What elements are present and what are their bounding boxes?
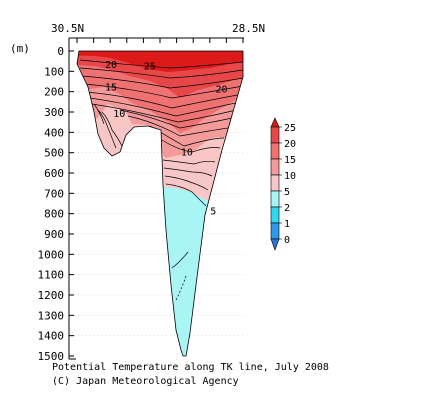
depth-tick-label: 1100: [38, 269, 65, 282]
depth-tick-label: 700: [44, 187, 64, 200]
contour-label: 10: [181, 148, 193, 159]
depth-tick-label: 400: [44, 126, 64, 139]
depth-tick-label: 200: [44, 86, 64, 99]
contour-line: [119, 109, 233, 129]
contour-label: 25: [144, 61, 156, 72]
depth-tick-label: 100: [44, 65, 64, 78]
contour-label: 10: [113, 109, 125, 120]
colorbar-level-label: 0: [284, 235, 290, 246]
contour-line: [79, 67, 243, 79]
band-25-plus: [77, 51, 243, 72]
credit-line: (C) Japan Meteorological Agency: [52, 376, 239, 387]
colorbar-level-label: 10: [284, 171, 296, 182]
depth-tick-label: 500: [44, 147, 64, 160]
contour-line: [163, 167, 213, 177]
depth-tick-label: 600: [44, 167, 64, 180]
depth-tick-label: 300: [44, 106, 64, 119]
contour-line: [161, 139, 221, 153]
colorbar-level-label: 15: [284, 155, 296, 166]
colorbar-level-label: 1: [284, 219, 290, 230]
depth-tick-label: 900: [44, 228, 64, 241]
contour-line: [175, 275, 187, 301]
contour-line: [89, 97, 241, 117]
colorbar-level-label: 5: [284, 187, 290, 198]
contour-label: 20: [105, 60, 117, 71]
colorbar-level-label: 20: [284, 139, 296, 150]
colorbar-segment: [270, 142, 280, 160]
contour-line: [97, 109, 117, 149]
contour-line: [164, 175, 209, 191]
contour-line: [93, 103, 105, 125]
contour-line: [162, 159, 216, 165]
depth-tick-labels: 0 100 200 300 400 500 600 700 800 900 1000 1100 1200…: [38, 45, 65, 363]
x-left-label: 30.5N: [51, 22, 84, 35]
colorbar-segment: [270, 190, 280, 208]
contour-label: 15: [105, 83, 117, 94]
contour-label: 20: [216, 85, 228, 96]
depth-tick-label: 1300: [38, 309, 65, 322]
depth-tick-label: 1200: [38, 289, 65, 302]
contour-line: [85, 91, 243, 109]
colorbar-segment: [270, 158, 280, 176]
colorbar-segment: [270, 222, 280, 240]
colorbar-top-arrow: [270, 117, 280, 128]
colorbar-segment: [270, 126, 280, 144]
contour-line: [83, 83, 243, 99]
depth-tick-label: 1500: [38, 350, 65, 363]
depth-tick-label: 0: [57, 45, 64, 58]
chart-title: Potential Temperature along TK line, Jul…: [52, 362, 329, 373]
contour-label: 5: [210, 207, 216, 218]
colorbar-bottom-arrow: [270, 238, 280, 251]
contour-line: [165, 183, 207, 207]
y-unit-label: (m): [10, 42, 30, 55]
x-right-label: 28.5N: [232, 22, 265, 35]
contour-lines: [79, 59, 243, 301]
contour-line: [171, 251, 189, 269]
contour-line: [79, 59, 243, 69]
colorbar-level-label: 25: [284, 123, 296, 134]
colorbar-segment: [270, 206, 280, 224]
colorbar-segment: [270, 174, 280, 192]
contour-value-labels: 25 20 20 15 10 10 5: [105, 60, 228, 218]
colorbar-level-label: 2: [284, 203, 290, 214]
top-axis-ticks: [76, 38, 244, 43]
depth-tick-label: 1000: [38, 248, 65, 261]
contour-line: [127, 115, 229, 137]
contour-line: [91, 103, 237, 123]
contour-line: [81, 75, 243, 89]
depth-tick-label: 800: [44, 208, 64, 221]
depth-tick-label: 1400: [38, 330, 65, 343]
contour-line: [101, 111, 123, 147]
